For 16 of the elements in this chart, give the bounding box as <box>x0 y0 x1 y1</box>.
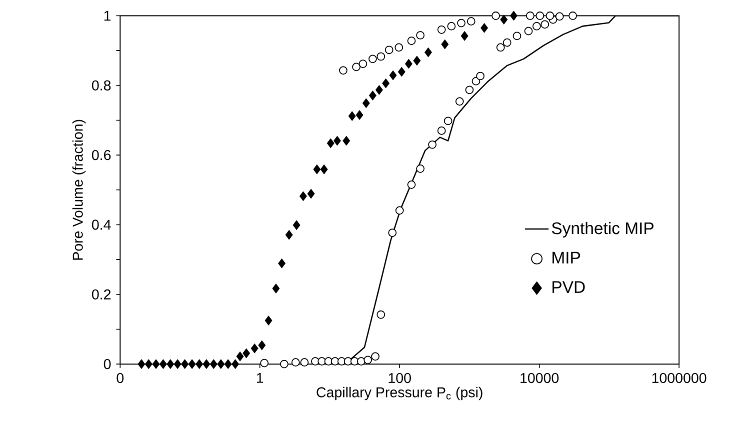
x-tick-label: 1000000 <box>652 373 706 384</box>
x-axis-title: Capillary Pressure P$_{c}$ (psi) <box>316 386 482 400</box>
y-tick-label: 0 <box>104 359 111 370</box>
x-tick-label: 1 <box>256 373 264 383</box>
y-tick-label: 0.2 <box>92 289 111 300</box>
legend-label: Synthetic MIP <box>552 222 654 238</box>
x-tick-label: 100 <box>388 373 411 384</box>
legend-label: MIP <box>552 252 580 264</box>
y-axis-title: Pore Volume (fraction) <box>72 120 86 260</box>
legend-label: PVD <box>552 281 585 293</box>
x-tick-label: 10000 <box>520 373 559 384</box>
y-tick-label: 0.4 <box>92 220 111 230</box>
y-tick-label: 0.6 <box>92 150 111 160</box>
y-tick-label: 0.8 <box>92 80 111 91</box>
x-tick-label: 0 <box>116 373 124 384</box>
y-tick-label: 1 <box>104 10 111 21</box>
